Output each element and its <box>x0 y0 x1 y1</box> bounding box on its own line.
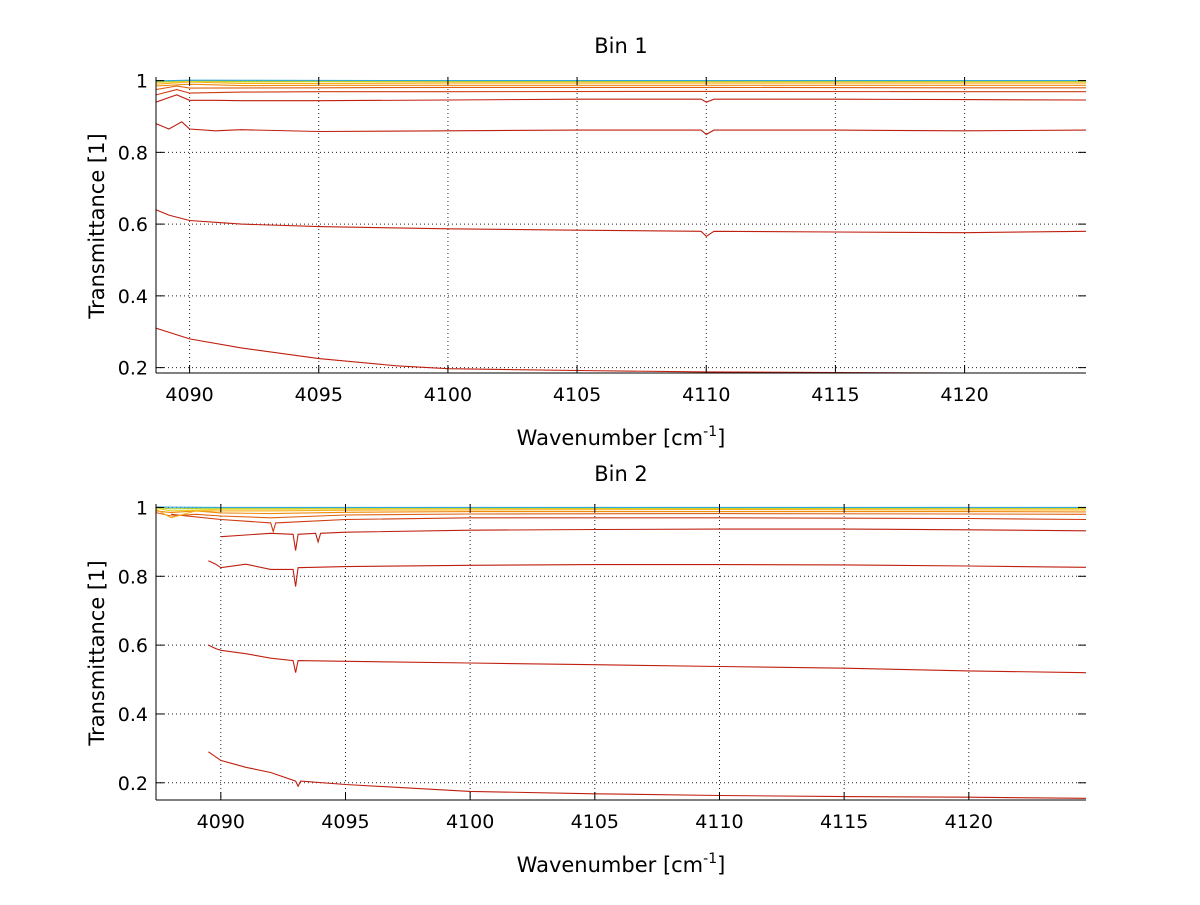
y-tick-label: 0.6 <box>118 635 148 657</box>
x-tick-label: 4095 <box>295 384 343 406</box>
y-tick-label: 0.6 <box>118 214 148 236</box>
x-tick-label: 4105 <box>553 384 601 406</box>
y-tick-label: 0.2 <box>118 773 148 795</box>
y-axis-label: Transmittance [1] <box>85 560 109 746</box>
x-tick-label: 4120 <box>945 811 993 833</box>
y-tick-label: 0.8 <box>118 142 148 164</box>
x-tick-label: 4115 <box>811 384 859 406</box>
x-axis-label: Wavenumber [cm-1] <box>517 424 726 450</box>
y-axis-label: Transmittance [1] <box>85 133 109 319</box>
x-tick-label: 4120 <box>940 384 988 406</box>
x-tick-label: 4110 <box>682 384 730 406</box>
y-tick-label: 1 <box>136 71 148 93</box>
x-tick-label: 4090 <box>197 811 245 833</box>
panel-bin-2: Bin 2 Wavenumber [cm-1] Transmittance [1… <box>85 462 1086 877</box>
y-tick-label: 1 <box>136 497 148 519</box>
y-tick-label: 0.2 <box>118 358 148 380</box>
x-tick-label: 4095 <box>321 811 369 833</box>
panel-title: Bin 1 <box>594 34 648 58</box>
x-tick-label: 4110 <box>695 811 743 833</box>
panel-bin-1: Bin 1 Wavenumber [cm-1] Transmittance [1… <box>85 34 1086 450</box>
y-tick-label: 0.4 <box>118 286 148 308</box>
x-tick-label: 4100 <box>446 811 494 833</box>
series-line-11 <box>156 80 1086 81</box>
x-axis-label: Wavenumber [cm-1] <box>517 851 726 877</box>
y-tick-label: 0.8 <box>118 566 148 588</box>
panel-title: Bin 2 <box>594 462 648 486</box>
plot-area <box>156 77 1086 373</box>
x-tick-label: 4115 <box>820 811 868 833</box>
x-tick-label: 4090 <box>165 384 213 406</box>
x-tick-label: 4105 <box>571 811 619 833</box>
x-tick-label: 4100 <box>424 384 472 406</box>
y-tick-label: 0.4 <box>118 704 148 726</box>
